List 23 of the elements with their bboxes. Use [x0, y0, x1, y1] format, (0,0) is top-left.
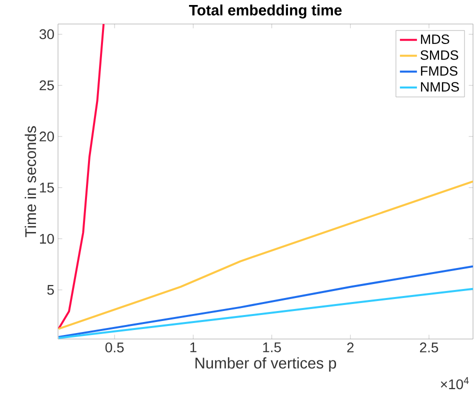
- legend-label: MDS: [421, 34, 450, 44]
- y-tick-label: 20: [40, 132, 54, 142]
- legend-label: NMDS: [421, 82, 459, 92]
- legend-label: SMDS: [420, 50, 458, 60]
- x-tick-label: 2: [347, 342, 354, 352]
- y-tick-label: 15: [40, 182, 54, 193]
- x-tick-label: 1: [190, 342, 196, 352]
- y-tick-label: 5: [47, 285, 54, 295]
- line-series: [58, 288, 474, 339]
- text: ×10$^{4}$: [440, 377, 469, 390]
- y-tick-label: 30: [39, 29, 54, 40]
- line-series: [58, 24, 105, 330]
- x-axis-title: Number of vertices p: [196, 357, 336, 372]
- x-tick-label: 1.5: [263, 342, 281, 352]
- x-tick-label: 2.5: [420, 342, 438, 352]
- chart-title: Total embedding time: [189, 4, 342, 18]
- y-tick-label: 25: [40, 80, 54, 90]
- line-series: [58, 265, 474, 338]
- x-tick-label: 0.5: [105, 342, 124, 352]
- legend-label: FMDS: [421, 66, 458, 76]
- line-series: [58, 180, 474, 330]
- y-axis-title: Time in seconds: [24, 126, 36, 238]
- y-tick-label: 10: [40, 234, 54, 244]
